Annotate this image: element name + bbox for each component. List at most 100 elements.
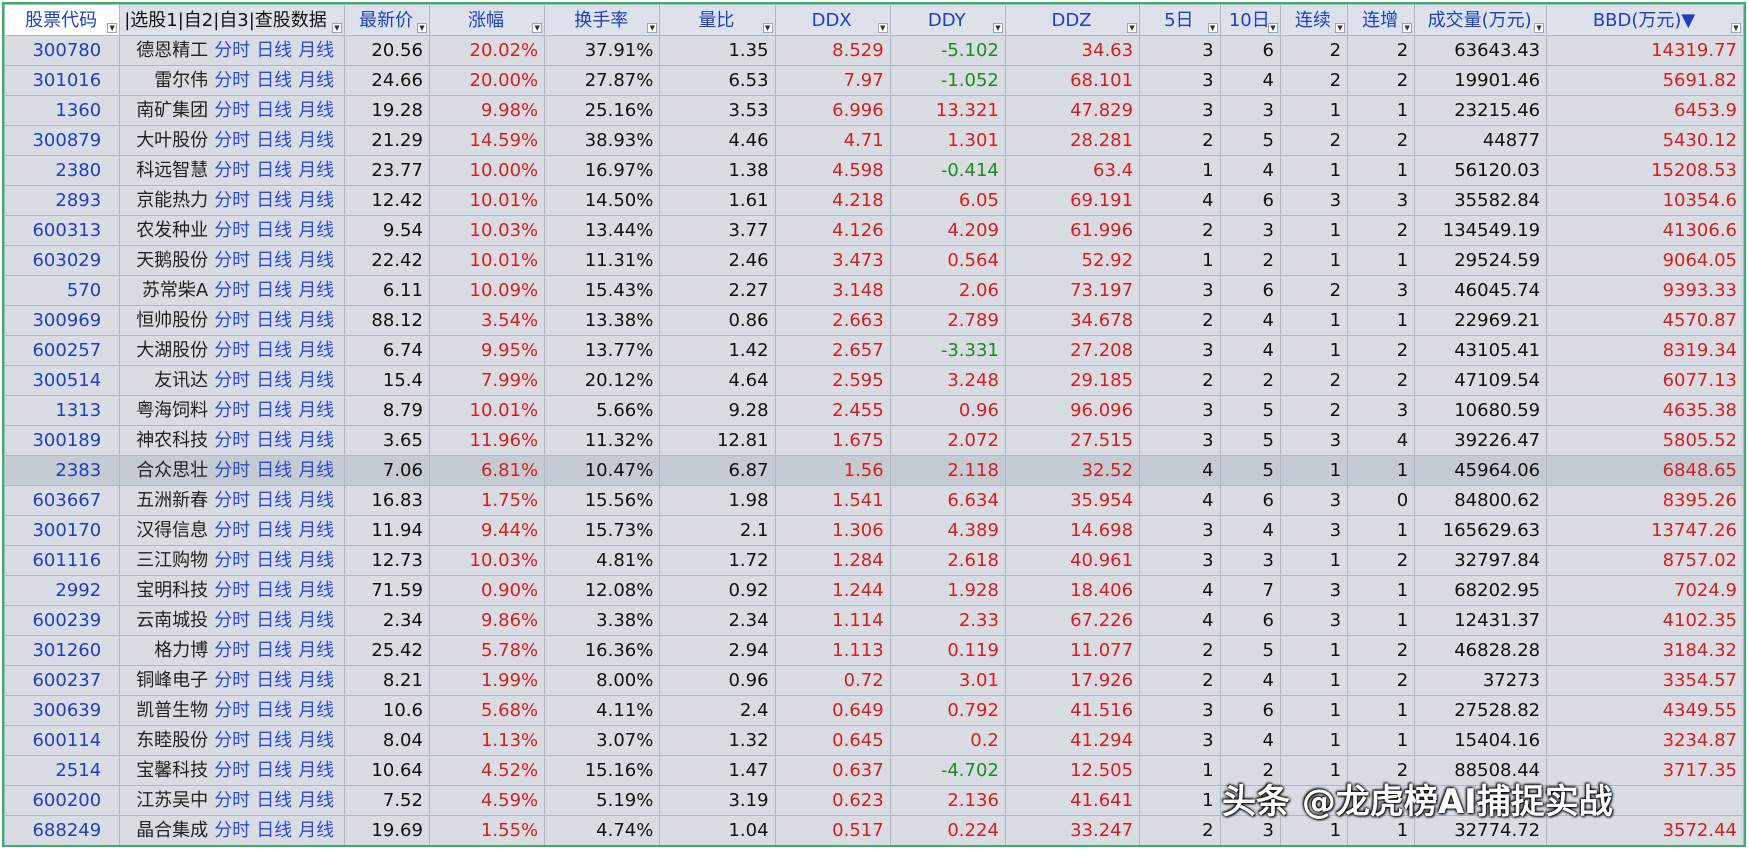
table-row[interactable]: 688249 晶合集成 分时 日线 月线 19.69 1.55% 4.74% 1.04 0.517…: [4, 815, 1744, 845]
daily-chart-link[interactable]: 日线: [256, 490, 293, 511]
intraday-link[interactable]: 分时: [214, 190, 251, 211]
daily-chart-link[interactable]: 日线: [256, 550, 293, 571]
table-row[interactable]: 300969 恒帅股份 分时 日线 月线 88.12 3.54% 13.38% 0.86 2.66…: [4, 305, 1744, 336]
monthly-chart-link[interactable]: 月线: [298, 340, 335, 361]
intraday-link[interactable]: 分时: [214, 70, 251, 91]
daily-chart-link[interactable]: 日线: [256, 520, 293, 541]
intraday-link[interactable]: 分时: [214, 220, 251, 241]
monthly-chart-link[interactable]: 月线: [298, 460, 335, 481]
filter-dropdown-icon[interactable]: ▼: [532, 23, 543, 33]
table-row[interactable]: 300780 德恩精工 分时 日线 月线 20.56 20.02% 37.91% 1.35 8.5…: [4, 35, 1744, 66]
monthly-chart-link[interactable]: 月线: [298, 490, 335, 511]
monthly-chart-link[interactable]: 月线: [298, 100, 335, 121]
intraday-link[interactable]: 分时: [214, 520, 251, 541]
stock-code-cell[interactable]: 300639: [4, 695, 121, 726]
monthly-chart-link[interactable]: 月线: [298, 310, 335, 331]
daily-chart-link[interactable]: 日线: [256, 220, 293, 241]
stock-code-cell[interactable]: 301016: [4, 65, 121, 96]
stock-code-cell[interactable]: 1360: [4, 95, 121, 126]
intraday-link[interactable]: 分时: [214, 340, 251, 361]
daily-chart-link[interactable]: 日线: [256, 100, 293, 121]
monthly-chart-link[interactable]: 月线: [298, 40, 335, 61]
stock-code-cell[interactable]: 2383: [4, 455, 121, 486]
column-header-streak[interactable]: 连续 ▼: [1279, 4, 1349, 36]
daily-chart-link[interactable]: 日线: [256, 130, 293, 151]
column-header-5day[interactable]: 5日 ▼: [1139, 4, 1221, 36]
table-row[interactable]: 301016 雷尔伟 分时 日线 月线 24.66 20.00% 27.87% 6.53 7.97…: [4, 65, 1744, 96]
daily-chart-link[interactable]: 日线: [256, 640, 293, 661]
daily-chart-link[interactable]: 日线: [256, 340, 293, 361]
stock-code-cell[interactable]: 570: [4, 275, 121, 306]
stock-code-cell[interactable]: 600239: [4, 605, 121, 636]
daily-chart-link[interactable]: 日线: [256, 190, 293, 211]
table-row[interactable]: 300879 大叶股份 分时 日线 月线 21.29 14.59% 38.93% 4.46 4.7…: [4, 125, 1744, 156]
monthly-chart-link[interactable]: 月线: [298, 820, 335, 841]
intraday-link[interactable]: 分时: [214, 610, 251, 631]
monthly-chart-link[interactable]: 月线: [298, 430, 335, 451]
monthly-chart-link[interactable]: 月线: [298, 70, 335, 91]
column-header-name[interactable]: |选股1|自2|自3|查股数据 ▼: [119, 4, 345, 36]
column-header-price[interactable]: 最新价 ▼: [343, 4, 430, 36]
table-row[interactable]: 1360 南矿集团 分时 日线 月线 19.28 9.98% 25.16% 3.53 6.996 1…: [4, 95, 1744, 126]
daily-chart-link[interactable]: 日线: [256, 730, 293, 751]
table-row[interactable]: 600257 大湖股份 分时 日线 月线 6.74 9.95% 13.77% 1.42 2.657…: [4, 335, 1744, 366]
table-row[interactable]: 2380 科远智慧 分时 日线 月线 23.77 10.00% 16.97% 1.38 4.598…: [4, 155, 1744, 186]
stock-code-cell[interactable]: 300780: [4, 35, 121, 66]
stock-code-cell[interactable]: 300879: [4, 125, 121, 156]
stock-code-cell[interactable]: 2514: [4, 755, 121, 786]
table-row[interactable]: 603029 天鹅股份 分时 日线 月线 22.42 10.01% 11.31% 2.46 3.4…: [4, 245, 1744, 276]
monthly-chart-link[interactable]: 月线: [298, 370, 335, 391]
intraday-link[interactable]: 分时: [214, 700, 251, 721]
intraday-link[interactable]: 分时: [214, 580, 251, 601]
column-header-change[interactable]: 涨幅 ▼: [428, 4, 546, 36]
column-header-turnover[interactable]: 换手率 ▼: [544, 4, 661, 36]
monthly-chart-link[interactable]: 月线: [298, 670, 335, 691]
daily-chart-link[interactable]: 日线: [256, 790, 293, 811]
monthly-chart-link[interactable]: 月线: [298, 640, 335, 661]
daily-chart-link[interactable]: 日线: [256, 700, 293, 721]
intraday-link[interactable]: 分时: [214, 130, 251, 151]
stock-code-cell[interactable]: 300514: [4, 365, 121, 396]
table-row[interactable]: 601116 三江购物 分时 日线 月线 12.73 10.03% 4.81% 1.72 1.28…: [4, 545, 1744, 576]
daily-chart-link[interactable]: 日线: [256, 370, 293, 391]
intraday-link[interactable]: 分时: [214, 100, 251, 121]
intraday-link[interactable]: 分时: [214, 790, 251, 811]
stock-code-cell[interactable]: 300170: [4, 515, 121, 546]
daily-chart-link[interactable]: 日线: [256, 310, 293, 331]
daily-chart-link[interactable]: 日线: [256, 40, 293, 61]
column-header-bbd[interactable]: BBD(万元)▼ ▼: [1546, 4, 1744, 36]
stock-code-cell[interactable]: 600257: [4, 335, 121, 366]
intraday-link[interactable]: 分时: [214, 640, 251, 661]
table-row[interactable]: 1313 粤海饲料 分时 日线 月线 8.79 10.01% 5.66% 9.28 2.455 0.…: [4, 395, 1744, 426]
table-row[interactable]: 2514 宝馨科技 分时 日线 月线 10.64 4.52% 15.16% 1.47 0.637-…: [4, 755, 1744, 786]
table-row[interactable]: 300514 友讯达 分时 日线 月线 15.4 7.99% 20.12% 4.64 2.595 3…: [4, 365, 1744, 396]
monthly-chart-link[interactable]: 月线: [298, 550, 335, 571]
filter-dropdown-icon[interactable]: ▼: [1335, 23, 1346, 33]
monthly-chart-link[interactable]: 月线: [298, 280, 335, 301]
filter-dropdown-icon[interactable]: ▼: [1127, 23, 1138, 33]
filter-dropdown-icon[interactable]: ▼: [647, 23, 658, 33]
intraday-link[interactable]: 分时: [214, 490, 251, 511]
table-row[interactable]: 2893 京能热力 分时 日线 月线 12.42 10.01% 14.50% 1.61 4.218…: [4, 185, 1744, 216]
intraday-link[interactable]: 分时: [214, 670, 251, 691]
monthly-chart-link[interactable]: 月线: [298, 580, 335, 601]
filter-dropdown-icon[interactable]: ▼: [992, 23, 1003, 33]
daily-chart-link[interactable]: 日线: [256, 610, 293, 631]
table-row[interactable]: 600237 铜峰电子 分时 日线 月线 8.21 1.99% 8.00% 0.96 0.72 3.…: [4, 665, 1744, 696]
table-row[interactable]: 600114 东睦股份 分时 日线 月线 8.04 1.13% 3.07% 1.32 0.645 0…: [4, 725, 1744, 756]
intraday-link[interactable]: 分时: [214, 160, 251, 181]
stock-code-cell[interactable]: 2893: [4, 185, 121, 216]
daily-chart-link[interactable]: 日线: [256, 70, 293, 91]
table-row[interactable]: 603667 五洲新春 分时 日线 月线 16.83 1.75% 15.56% 1.98 1.54…: [4, 485, 1744, 516]
intraday-link[interactable]: 分时: [214, 760, 251, 781]
intraday-link[interactable]: 分时: [214, 460, 251, 481]
daily-chart-link[interactable]: 日线: [256, 430, 293, 451]
monthly-chart-link[interactable]: 月线: [298, 160, 335, 181]
intraday-link[interactable]: 分时: [214, 400, 251, 421]
stock-code-cell[interactable]: 601116: [4, 545, 121, 576]
stock-code-cell[interactable]: 1313: [4, 395, 121, 426]
table-row[interactable]: 600239 云南城投 分时 日线 月线 2.34 9.86% 3.38% 2.34 1.114 2…: [4, 605, 1744, 636]
intraday-link[interactable]: 分时: [214, 820, 251, 841]
column-header-increase[interactable]: 连增 ▼: [1347, 4, 1416, 36]
table-row[interactable]: 570 苏常柴A 分时 日线 月线 6.11 10.09% 15.43% 2.27 3.148 2.…: [4, 275, 1744, 306]
